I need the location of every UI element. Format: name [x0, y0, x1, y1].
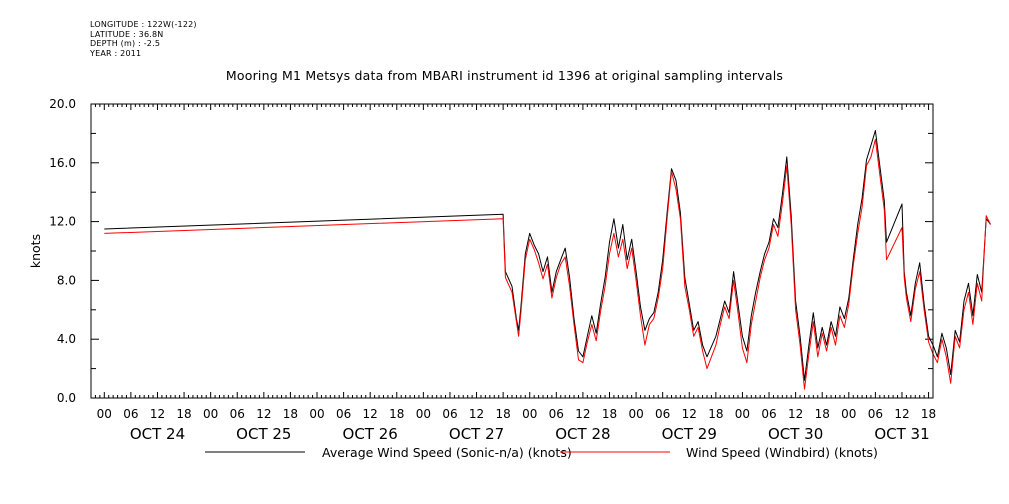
- x-tick-label: 06: [336, 407, 351, 421]
- y-tick-label: 8.0: [57, 273, 76, 287]
- x-tick-label: 12: [894, 407, 909, 421]
- y-tick-label: 0.0: [57, 391, 76, 405]
- x-day-label: OCT 31: [874, 425, 929, 443]
- x-day-label: OCT 26: [343, 425, 398, 443]
- x-tick-label: 12: [682, 407, 697, 421]
- x-tick-label: 00: [735, 407, 750, 421]
- x-day-label: OCT 27: [449, 425, 504, 443]
- x-tick-label: 12: [256, 407, 271, 421]
- x-tick-label: 12: [788, 407, 803, 421]
- x-tick-label: 18: [602, 407, 617, 421]
- x-tick-label: 06: [549, 407, 564, 421]
- x-tick-label: 18: [176, 407, 191, 421]
- x-tick-label: 12: [150, 407, 165, 421]
- x-tick-label: 00: [522, 407, 537, 421]
- x-tick-label: 12: [363, 407, 378, 421]
- legend-label-average: Average Wind Speed (Sonic-n/a) (knots): [322, 445, 572, 460]
- x-tick-label: 12: [469, 407, 484, 421]
- x-day-label: OCT 25: [236, 425, 291, 443]
- x-tick-label: 06: [655, 407, 670, 421]
- x-tick-label: 00: [628, 407, 643, 421]
- x-tick-label: 18: [495, 407, 510, 421]
- series-line-windbird-wind-speed: [104, 138, 992, 390]
- y-tick-label: 16.0: [49, 156, 76, 170]
- x-tick-label: 00: [309, 407, 324, 421]
- meta-longitude: LONGITUDE : 122W(-122): [90, 20, 197, 29]
- x-day-label: OCT 28: [555, 425, 610, 443]
- series-line-average-wind-speed: [104, 130, 991, 381]
- x-tick-label: 06: [442, 407, 457, 421]
- x-tick-label: 00: [97, 407, 112, 421]
- y-axis-label: knots: [28, 234, 43, 268]
- series-lines: [104, 130, 992, 390]
- meta-latitude: LATITUDE : 36.8N: [90, 29, 164, 39]
- x-day-label: OCT 29: [662, 425, 717, 443]
- x-tick-label: 18: [921, 407, 936, 421]
- legend: Average Wind Speed (Sonic-n/a) (knots) W…: [205, 445, 878, 460]
- x-tick-label: 00: [841, 407, 856, 421]
- x-tick-label: 00: [416, 407, 431, 421]
- legend-label-windbird: Wind Speed (Windbird) (knots): [686, 445, 878, 460]
- x-day-label: OCT 30: [768, 425, 823, 443]
- plot-frame: [90, 103, 934, 399]
- x-tick-label: 06: [868, 407, 883, 421]
- chart-title: Mooring M1 Metsys data from MBARI instru…: [225, 68, 784, 83]
- axis-ticks: [90, 103, 934, 399]
- meta-year: YEAR : 2011: [90, 48, 142, 58]
- x-tick-label: 18: [815, 407, 830, 421]
- x-tick-label: 12: [575, 407, 590, 421]
- y-tick-label: 4.0: [57, 332, 76, 346]
- x-tick-label: 00: [203, 407, 218, 421]
- meta-depth: DEPTH (m) : -2.5: [90, 39, 161, 48]
- x-day-label: OCT 24: [130, 425, 185, 443]
- x-tick-label: 18: [389, 407, 404, 421]
- y-tick-label: 20.0: [49, 97, 76, 111]
- metadata-block: LONGITUDE : 122W(-122) LATITUDE : 36.8N …: [90, 20, 197, 58]
- x-tick-label: 06: [123, 407, 138, 421]
- y-tick-label: 12.0: [49, 215, 76, 229]
- axis-labels: 00 06 12 18 00 06 12 18 00 06 12 18 00 06 12 18 00 06 12 18…: [49, 97, 936, 443]
- x-tick-label: 18: [283, 407, 298, 421]
- x-tick-label: 06: [761, 407, 776, 421]
- x-tick-label: 06: [230, 407, 245, 421]
- x-tick-label: 18: [708, 407, 723, 421]
